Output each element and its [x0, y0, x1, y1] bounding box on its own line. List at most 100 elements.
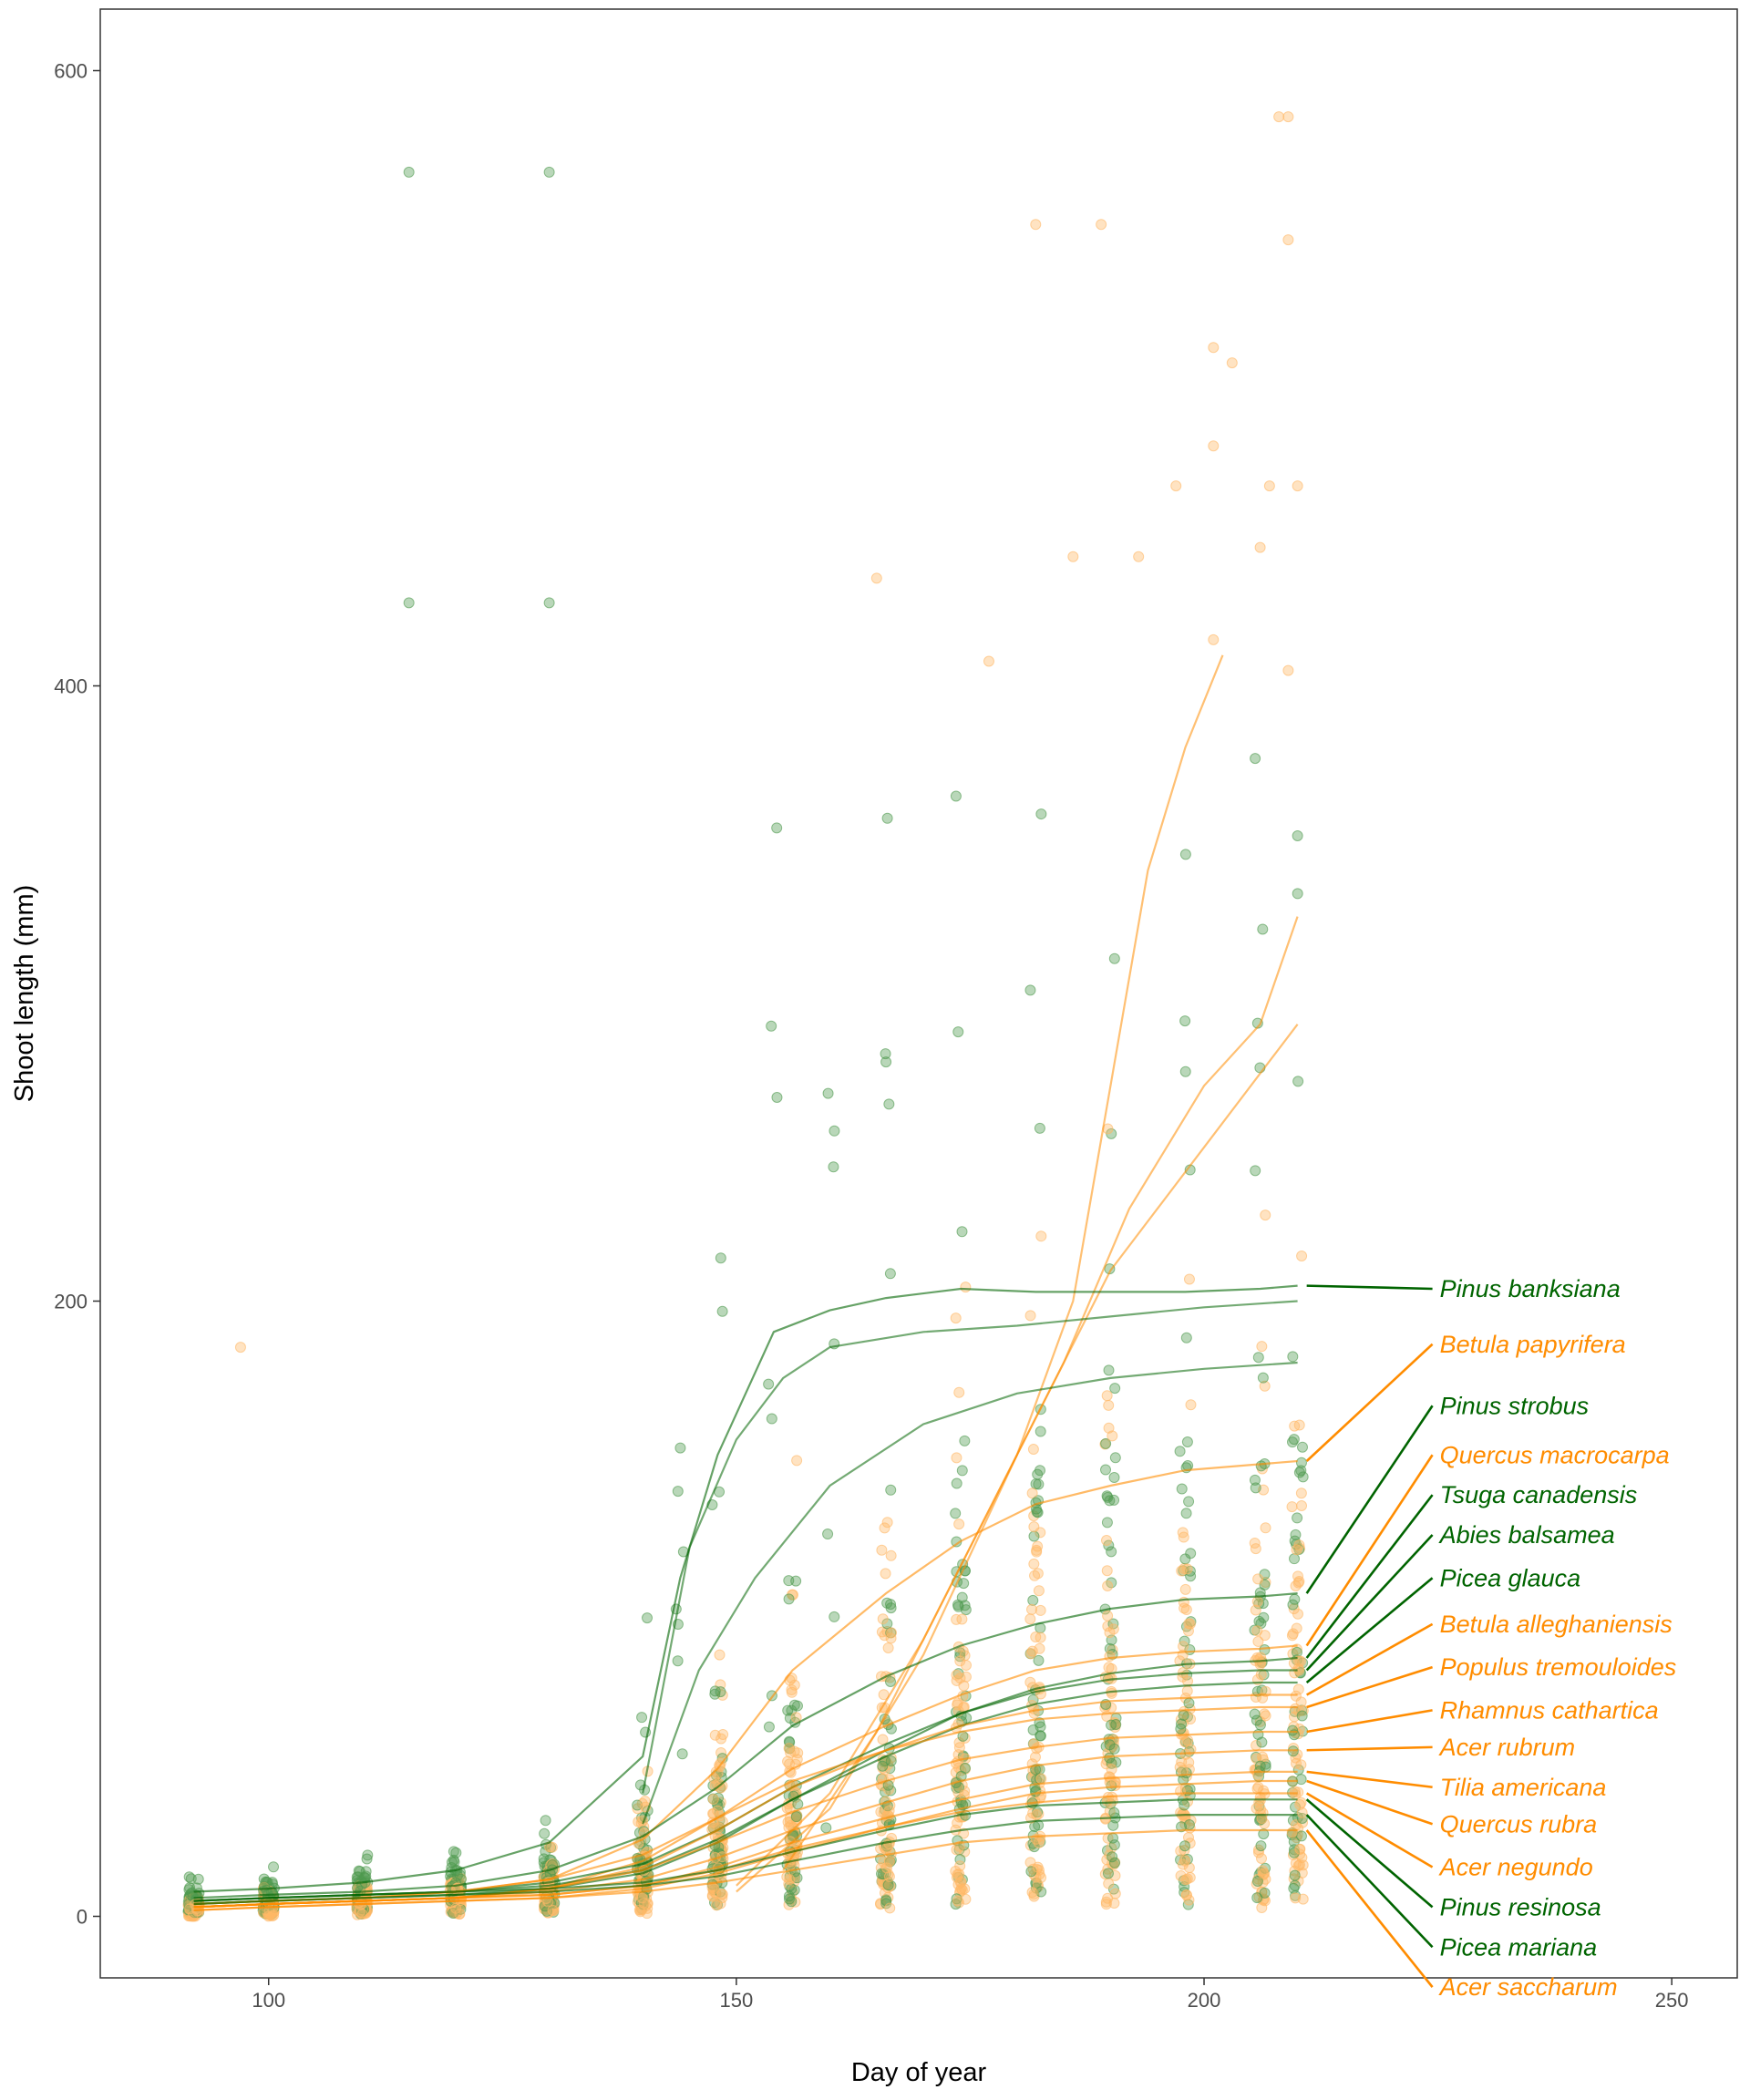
- data-point: [782, 1755, 794, 1767]
- series-line: [193, 1798, 1298, 1902]
- data-point: [1292, 1076, 1304, 1087]
- data-point: [1183, 1697, 1195, 1709]
- data-point: [1035, 1773, 1047, 1785]
- data-point: [674, 1442, 686, 1454]
- data-point: [1099, 1438, 1111, 1450]
- data-point: [1100, 1896, 1112, 1908]
- data-point: [714, 1649, 726, 1661]
- data-point: [791, 1455, 803, 1467]
- data-point: [1252, 1352, 1264, 1364]
- x-axis: 100 150 200 250: [252, 1978, 1689, 2012]
- data-point: [1256, 1736, 1268, 1748]
- data-point: [956, 1465, 968, 1477]
- outlier-point: [1067, 551, 1079, 562]
- data-point: [1292, 888, 1303, 900]
- data-point: [1035, 1426, 1046, 1437]
- outlier-point: [1030, 219, 1042, 231]
- outlier-point: [870, 572, 882, 584]
- data-point: [877, 1760, 889, 1772]
- label-leader-line: [1305, 1798, 1434, 1909]
- data-point: [959, 1883, 971, 1895]
- data-point: [1027, 1594, 1039, 1606]
- outlier-point: [1263, 480, 1275, 492]
- data-point: [784, 1893, 796, 1905]
- species-label: Pinus strobus: [1440, 1392, 1590, 1419]
- data-point: [1296, 1441, 1308, 1453]
- label-leader-line: [1306, 1770, 1433, 1789]
- species-label: Rhamnus cathartica: [1440, 1696, 1659, 1724]
- data-point: [1252, 1573, 1264, 1585]
- data-point: [885, 1602, 897, 1614]
- species-label: Picea mariana: [1440, 1933, 1598, 1961]
- data-point: [790, 1811, 802, 1823]
- data-point: [787, 1589, 798, 1601]
- data-point: [361, 1853, 373, 1865]
- data-point: [885, 1484, 897, 1496]
- label-leader-line: [1305, 1494, 1434, 1659]
- data-point: [1101, 1517, 1113, 1529]
- series-line: [193, 1592, 1298, 1899]
- data-point: [1288, 1434, 1300, 1446]
- data-point: [1100, 1437, 1112, 1449]
- data-point: [783, 1743, 795, 1755]
- data-point: [1176, 1483, 1188, 1495]
- data-point: [1106, 1719, 1117, 1731]
- data-point: [884, 1268, 896, 1280]
- data-point: [542, 1896, 554, 1908]
- label-leader-line: [1305, 1829, 1434, 1988]
- data-point: [1249, 1537, 1261, 1549]
- individual-line: [642, 1361, 1298, 1825]
- y-axis: 0 200 400 600: [54, 60, 100, 1929]
- data-point: [1104, 1651, 1116, 1662]
- data-point: [766, 1413, 777, 1425]
- data-point: [884, 1675, 896, 1687]
- data-point: [1293, 1467, 1305, 1478]
- data-point: [1174, 1655, 1186, 1667]
- label-leader-line: [1306, 1745, 1433, 1752]
- data-point: [707, 1794, 719, 1806]
- data-point: [1255, 1460, 1267, 1472]
- data-point: [1179, 1748, 1191, 1760]
- data-point: [1180, 1508, 1192, 1519]
- data-point: [1108, 952, 1120, 964]
- data-point: [882, 1879, 894, 1891]
- data-point: [1181, 1563, 1193, 1575]
- data-point: [952, 1699, 963, 1711]
- data-point: [1106, 1546, 1117, 1558]
- data-point: [1109, 1452, 1121, 1464]
- data-point: [1287, 1351, 1299, 1363]
- data-point: [763, 1721, 775, 1733]
- data-point: [1289, 1593, 1301, 1605]
- species-labels: Pinus banksiana Betula papyrifera Pinus st…: [1305, 1275, 1676, 2001]
- species-label: Tsuga canadensis: [1440, 1481, 1638, 1508]
- data-point: [883, 1098, 895, 1110]
- data-point: [1035, 1721, 1046, 1733]
- data-point: [959, 1786, 971, 1797]
- data-point: [954, 1877, 966, 1889]
- data-point: [1174, 1446, 1186, 1457]
- data-point: [1103, 1399, 1115, 1411]
- data-point: [1286, 1630, 1298, 1642]
- outlier-point: [1292, 480, 1303, 492]
- data-point: [885, 1549, 897, 1561]
- data-point: [1295, 1488, 1307, 1499]
- data-point: [1289, 1869, 1301, 1881]
- data-point: [1295, 1457, 1307, 1468]
- data-point: [879, 1522, 890, 1534]
- data-point: [1108, 1839, 1120, 1851]
- outlier-point: [403, 597, 415, 609]
- data-point: [1256, 1852, 1268, 1864]
- data-point: [1255, 1804, 1267, 1816]
- data-point: [1260, 1761, 1271, 1773]
- data-point: [954, 1860, 966, 1872]
- data-point: [950, 1312, 962, 1324]
- data-point: [1292, 1512, 1303, 1524]
- data-point: [1031, 1544, 1043, 1556]
- data-point: [1108, 1898, 1120, 1910]
- data-point: [1179, 1015, 1191, 1027]
- data-point: [1179, 1602, 1190, 1614]
- data-point: [1257, 1865, 1269, 1877]
- data-point: [1103, 1662, 1115, 1673]
- data-point: [1289, 1535, 1301, 1547]
